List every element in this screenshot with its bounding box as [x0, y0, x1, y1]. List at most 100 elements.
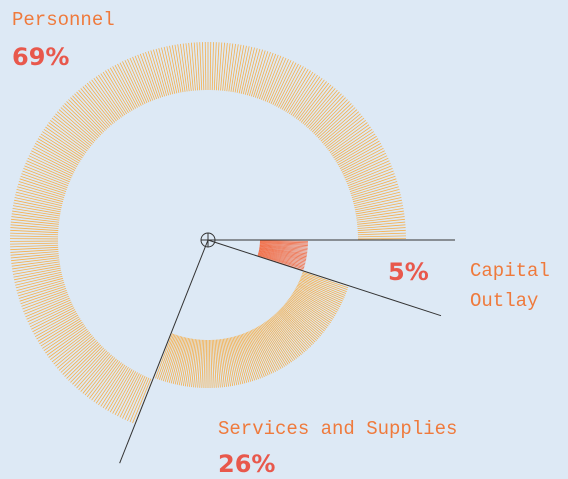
hatch-line — [166, 336, 181, 383]
hatch-line — [268, 318, 299, 358]
hatch-line — [282, 305, 320, 338]
hatch-line — [170, 336, 184, 384]
hatch-line — [211, 42, 214, 91]
hatch-line — [334, 133, 376, 160]
hatch-line — [25, 162, 70, 183]
hatch-line — [283, 304, 321, 337]
hatch-line — [117, 373, 140, 417]
hatch-line — [285, 302, 324, 334]
hatch-line — [155, 48, 170, 96]
value-label: 5% — [388, 258, 429, 286]
hatch-line — [259, 325, 286, 367]
hatch-line — [321, 111, 360, 144]
hatch-line — [188, 42, 194, 91]
hatch-line — [91, 79, 121, 119]
hatch-line — [222, 42, 228, 91]
hatch-line — [193, 339, 199, 388]
hatch-line — [236, 45, 247, 93]
hatch-line — [247, 331, 267, 377]
hatch-line — [239, 334, 256, 381]
hatch-line — [292, 292, 335, 318]
hatch-line — [55, 335, 93, 367]
hatch-line — [60, 107, 97, 140]
hatch-line — [232, 336, 246, 384]
hatch-line — [46, 124, 87, 154]
hatch-line — [328, 122, 368, 152]
hatch-line — [20, 175, 67, 193]
hatch-line — [78, 353, 111, 391]
hatch-line — [228, 43, 236, 92]
hatch-line — [264, 56, 284, 102]
hatch-line — [68, 99, 103, 134]
hatch-line — [259, 247, 307, 256]
hatch-line — [147, 51, 164, 98]
hatch-line — [346, 165, 392, 185]
hatch-line — [240, 334, 258, 380]
hatch-line — [39, 318, 81, 345]
hatch-line — [356, 213, 405, 221]
hatch-line — [311, 97, 346, 133]
hatch-line — [209, 42, 212, 91]
hatch-line — [27, 157, 72, 179]
hatch-line — [349, 175, 396, 193]
hatch-line — [22, 291, 68, 310]
hatch-line — [302, 271, 349, 289]
hatch-line — [58, 338, 96, 371]
hatch-line — [122, 375, 144, 419]
hatch-line — [62, 105, 99, 139]
hatch-line — [254, 51, 271, 98]
hatch-line — [291, 294, 333, 322]
hatch-line — [333, 131, 374, 159]
hatch-line — [34, 143, 78, 168]
hatch-line — [224, 43, 231, 91]
hatch-line — [208, 339, 211, 388]
hatch-line — [218, 42, 223, 91]
hatch-line — [91, 361, 121, 401]
hatch-line — [10, 242, 59, 245]
hatch-line — [25, 297, 70, 318]
hatch-line — [31, 150, 75, 173]
hatch-line — [224, 338, 234, 386]
hatch-line — [351, 183, 399, 199]
hatch-line — [213, 339, 217, 388]
hatch-line — [274, 62, 297, 106]
hatch-line — [250, 330, 273, 374]
hatch-line — [353, 194, 401, 207]
hatch-line — [10, 235, 59, 238]
hatch-line — [244, 48, 258, 95]
hatch-line — [185, 43, 192, 91]
hatch-line — [267, 319, 297, 359]
hatch-line — [64, 343, 100, 377]
hatch-line — [320, 109, 358, 142]
hatch-line — [80, 88, 112, 126]
hatch-line — [189, 339, 196, 387]
hatch-line — [345, 160, 390, 181]
hatch-line — [282, 306, 319, 340]
hatch-line — [112, 66, 137, 109]
hatch-line — [356, 207, 404, 217]
hatch-line — [298, 280, 343, 302]
hatch-line — [34, 312, 78, 337]
hatch-line — [332, 128, 373, 157]
hatch-line — [205, 339, 208, 388]
hatch-line — [271, 316, 304, 354]
hatch-line — [263, 323, 291, 364]
hatch-line — [356, 210, 404, 219]
hatch-line — [255, 327, 280, 370]
hatch-line — [342, 152, 387, 175]
hatch-line — [258, 252, 305, 266]
hatch-line — [158, 334, 176, 380]
hatch-line — [55, 113, 93, 145]
hatch-line — [349, 173, 395, 191]
hatch-line — [259, 243, 308, 248]
hatch-line — [357, 218, 405, 225]
hatch-line — [182, 338, 192, 386]
hatch-line — [258, 53, 277, 100]
hatch-line — [100, 73, 128, 115]
hatch-line — [29, 152, 74, 175]
hatch-line — [199, 42, 203, 91]
hatch-line — [346, 162, 391, 183]
hatch-line — [227, 338, 238, 386]
